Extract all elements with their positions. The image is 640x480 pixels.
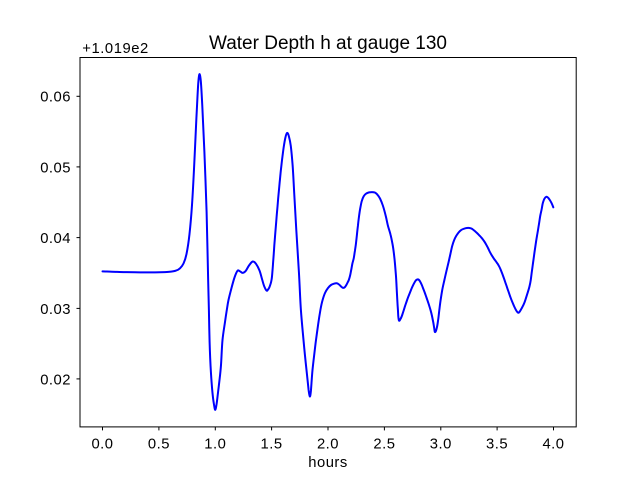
svg-text:2.0: 2.0 bbox=[317, 436, 339, 452]
svg-text:1.0: 1.0 bbox=[204, 436, 226, 452]
svg-text:3.5: 3.5 bbox=[486, 436, 508, 452]
svg-text:0.0: 0.0 bbox=[91, 436, 113, 452]
svg-text:2.5: 2.5 bbox=[373, 436, 395, 452]
svg-text:Water Depth h at gauge 130: Water Depth h at gauge 130 bbox=[209, 33, 447, 54]
svg-text:1.5: 1.5 bbox=[261, 436, 283, 452]
svg-text:3.0: 3.0 bbox=[430, 436, 452, 452]
svg-text:0.5: 0.5 bbox=[148, 436, 170, 452]
svg-text:0.04: 0.04 bbox=[40, 231, 71, 247]
svg-text:0.05: 0.05 bbox=[40, 160, 71, 176]
svg-text:0.02: 0.02 bbox=[40, 372, 71, 388]
svg-text:4.0: 4.0 bbox=[542, 436, 564, 452]
svg-text:0.06: 0.06 bbox=[40, 90, 71, 106]
svg-text:+1.019e2: +1.019e2 bbox=[82, 41, 149, 57]
svg-text:0.03: 0.03 bbox=[40, 302, 71, 318]
svg-text:hours: hours bbox=[308, 455, 348, 471]
